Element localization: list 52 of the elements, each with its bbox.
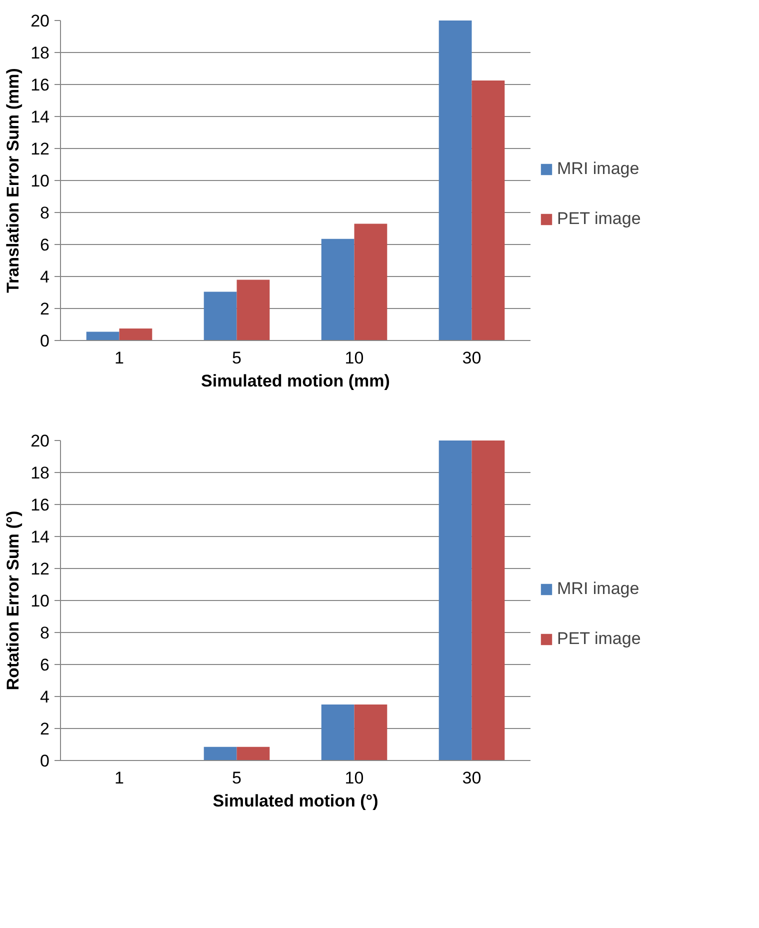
y-tick-label: 18 (30, 464, 50, 482)
y-axis-title: Rotation Error Sum (°) (4, 510, 23, 690)
x-tick-label: 30 (462, 768, 482, 788)
bar (438, 440, 472, 760)
y-tick-label: 16 (30, 496, 50, 514)
bar (204, 746, 237, 760)
bar (321, 238, 354, 340)
y-tick-label: 8 (40, 624, 50, 642)
bar (86, 332, 120, 340)
x-tick-label: 30 (462, 348, 482, 368)
bar (354, 704, 388, 760)
bar (472, 440, 505, 760)
x-tick-label: 5 (232, 768, 242, 788)
x-axis-title: Simulated motion (mm) (201, 372, 390, 390)
y-tick-label: 0 (40, 752, 50, 770)
legend-label: PET image (557, 208, 641, 228)
x-tick-label: 1 (114, 768, 124, 788)
y-tick-label: 4 (40, 688, 50, 706)
bar (354, 224, 388, 340)
y-tick-label: 10 (30, 592, 50, 610)
y-tick-label: 14 (30, 108, 50, 126)
y-tick-label: 12 (30, 140, 50, 158)
y-tick-label: 2 (40, 300, 50, 318)
bar (204, 292, 237, 340)
bar (236, 280, 270, 340)
legend-label: MRI image (557, 158, 640, 178)
y-tick-label: 16 (30, 76, 50, 94)
y-tick-label: 6 (40, 236, 50, 254)
y-tick-label: 0 (40, 332, 50, 350)
x-tick-label: 1 (114, 348, 124, 368)
y-tick-label: 10 (30, 172, 50, 190)
bar (438, 20, 472, 340)
x-tick-label: 10 (344, 348, 364, 368)
bar (321, 704, 354, 760)
y-axis-title: Translation Error Sum (mm) (4, 68, 23, 293)
legend-label: MRI image (557, 578, 640, 598)
y-tick-label: 14 (30, 528, 50, 546)
y-tick-label: 18 (30, 44, 50, 62)
y-tick-label: 8 (40, 204, 50, 222)
bar (119, 328, 152, 340)
y-tick-label: 2 (40, 720, 50, 738)
x-tick-label: 5 (232, 348, 242, 368)
y-tick-label: 20 (30, 12, 50, 30)
y-tick-label: 20 (30, 432, 50, 450)
y-tick-label: 12 (30, 560, 50, 578)
bar (472, 80, 505, 340)
bar (236, 746, 270, 760)
x-tick-label: 10 (344, 768, 364, 788)
legend-label: PET image (557, 628, 641, 648)
x-axis-title: Simulated motion (°) (212, 792, 378, 810)
y-tick-label: 4 (40, 268, 50, 286)
y-tick-label: 6 (40, 656, 50, 674)
